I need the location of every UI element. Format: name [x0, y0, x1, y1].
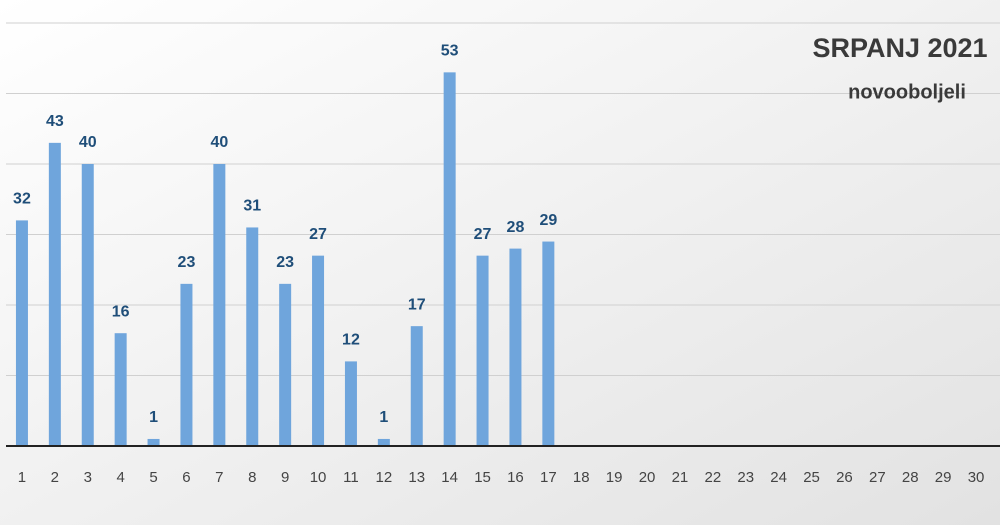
data-label: 1 — [379, 409, 388, 426]
x-tick-label: 5 — [149, 469, 157, 486]
chart-subtitle: novooboljeli — [848, 81, 966, 103]
bar — [344, 361, 357, 446]
x-tick-label: 25 — [803, 469, 820, 486]
x-tick-label: 13 — [408, 469, 425, 486]
bar — [246, 227, 259, 446]
x-tick-label: 14 — [441, 469, 458, 486]
bar — [312, 255, 325, 446]
x-tick-label: 21 — [672, 469, 689, 486]
bar — [15, 220, 28, 446]
x-tick-label: 12 — [376, 469, 393, 486]
x-tick-label: 9 — [281, 469, 289, 486]
data-label: 23 — [276, 254, 294, 271]
bar — [542, 241, 555, 446]
x-tick-label: 17 — [540, 469, 557, 486]
x-tick-label: 7 — [215, 469, 223, 486]
bar — [410, 326, 423, 446]
bar — [443, 72, 456, 446]
data-label: 40 — [79, 134, 97, 151]
x-tick-label: 16 — [507, 469, 524, 486]
x-tick-label: 30 — [968, 469, 985, 486]
data-label: 53 — [441, 43, 459, 60]
data-label: 31 — [243, 198, 261, 215]
bar — [180, 283, 193, 446]
bar — [114, 333, 127, 446]
x-tick-label: 22 — [705, 469, 722, 486]
x-tick-label: 6 — [182, 469, 190, 486]
data-label: 43 — [46, 113, 64, 130]
x-tick-label: 2 — [51, 469, 59, 486]
x-tick-label: 19 — [606, 469, 623, 486]
x-tick-label: 29 — [935, 469, 952, 486]
x-tick-label: 15 — [474, 469, 491, 486]
data-label: 29 — [539, 212, 557, 229]
data-label: 17 — [408, 296, 426, 313]
bar — [377, 438, 390, 446]
bar — [213, 164, 226, 446]
data-label: 27 — [474, 226, 492, 243]
bar — [476, 255, 489, 446]
bar — [48, 142, 61, 446]
x-tick-label: 11 — [343, 469, 359, 486]
bar — [279, 283, 292, 446]
chart-title: SRPANJ 2021 — [812, 33, 987, 63]
data-label: 27 — [309, 226, 327, 243]
bar — [147, 438, 160, 446]
x-tick-label: 23 — [737, 469, 754, 486]
bar — [509, 248, 522, 446]
x-tick-label: 20 — [639, 469, 656, 486]
data-label: 16 — [112, 303, 130, 320]
data-label: 1 — [149, 409, 158, 426]
x-tick-label: 1 — [18, 469, 26, 486]
data-label: 32 — [13, 191, 31, 208]
x-tick-label: 8 — [248, 469, 256, 486]
x-tick-label: 28 — [902, 469, 919, 486]
x-tick-label: 26 — [836, 469, 853, 486]
data-label: 23 — [178, 254, 196, 271]
data-label: 28 — [507, 219, 525, 236]
x-tick-label: 3 — [84, 469, 92, 486]
data-label: 12 — [342, 332, 360, 349]
x-tick-label: 27 — [869, 469, 886, 486]
x-tick-label: 10 — [310, 469, 327, 486]
bar — [81, 164, 94, 446]
x-tick-label: 4 — [116, 469, 124, 486]
x-tick-label: 24 — [770, 469, 787, 486]
x-tick-label: 18 — [573, 469, 590, 486]
data-label: 40 — [210, 134, 228, 151]
